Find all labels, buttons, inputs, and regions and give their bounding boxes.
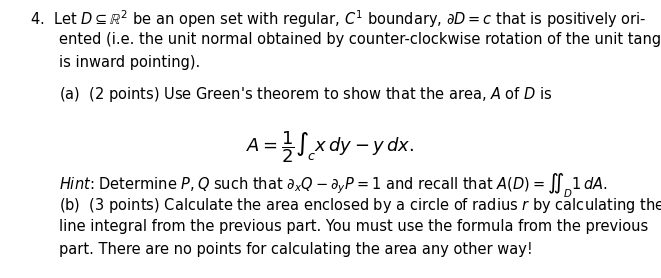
Text: line integral from the previous part. You must use the formula from the previous: line integral from the previous part. Yo… (59, 219, 648, 234)
Text: ented (i.e. the unit normal obtained by counter-clockwise rotation of the unit t: ented (i.e. the unit normal obtained by … (59, 32, 661, 47)
Text: 4.  Let $D \subseteq \mathbb{R}^2$ be an open set with regular, $C^1$ boundary, : 4. Let $D \subseteq \mathbb{R}^2$ be an … (30, 8, 646, 30)
Text: part. There are no points for calculating the area any other way!: part. There are no points for calculatin… (59, 242, 533, 257)
Text: is inward pointing).: is inward pointing). (59, 55, 201, 70)
Text: $A = \dfrac{1}{2}\int_c x\,dy - y\,dx.$: $A = \dfrac{1}{2}\int_c x\,dy - y\,dx.$ (247, 129, 414, 165)
Text: $\it{Hint}$: Determine $P, Q$ such that $\partial_x Q - \partial_y P = 1$ and re: $\it{Hint}$: Determine $P, Q$ such that … (59, 171, 608, 200)
Text: (a)  (2 points) Use Green's theorem to show that the area, $A$ of $D$ is: (a) (2 points) Use Green's theorem to sh… (59, 85, 553, 104)
Text: (b)  (3 points) Calculate the area enclosed by a circle of radius $r$ by calcula: (b) (3 points) Calculate the area enclos… (59, 196, 661, 215)
